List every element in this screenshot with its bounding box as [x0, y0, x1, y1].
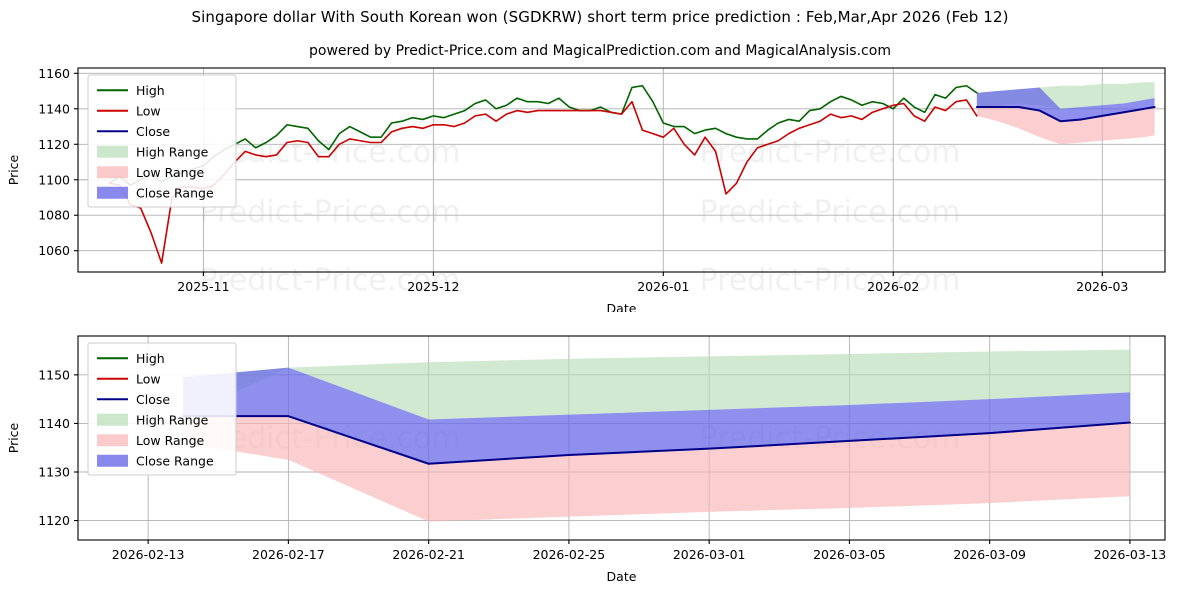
y-tick-label: 1060 [38, 243, 70, 258]
y-axis-label: Price [6, 422, 21, 453]
watermark-text: Predict-Price.com [700, 195, 961, 230]
y-tick-label: 1080 [38, 208, 70, 223]
x-tick-label: 2026-03-09 [953, 547, 1026, 562]
y-tick-label: 1100 [38, 172, 70, 187]
forecast-detail-chart-panel: Predict-Price.comPredict-Price.com112011… [0, 328, 1200, 590]
band-close-range [183, 367, 1130, 464]
legend-swatch-low-range [97, 166, 128, 179]
y-tick-label: 1140 [38, 101, 70, 116]
legend-label: High Range [136, 412, 209, 427]
y-tick-label: 1120 [38, 513, 70, 528]
x-tick-label: 2026-03-13 [1094, 547, 1167, 562]
forecast-detail-chart-svg: Predict-Price.comPredict-Price.com112011… [6, 335, 1167, 584]
legend-swatch-close-range [97, 186, 128, 199]
plot-frame [77, 67, 1166, 273]
legend-label: Low Range [136, 165, 205, 180]
band-high-range [183, 349, 1130, 420]
x-axis-label: Date [607, 569, 637, 584]
legend-label: Close Range [136, 185, 214, 200]
x-tick-label: 2026-02-21 [392, 547, 465, 562]
band-low-range [976, 107, 1155, 145]
x-tick-label: 2026-02-13 [112, 547, 185, 562]
overview-chart-svg: Predict-Price.com Predict-Price.com Predic… [6, 66, 1166, 312]
y-tick-label: 1150 [38, 367, 70, 382]
band-close-range [976, 87, 1155, 122]
watermark-text: Predict-Price.com [200, 263, 461, 298]
legend-label: Low [136, 371, 161, 386]
plot-frame [77, 335, 1166, 541]
x-tick-label: 2025-11 [177, 279, 229, 294]
legend-label: Close [136, 124, 170, 139]
x-tick-label: 2026-02-25 [533, 547, 606, 562]
watermark-text: Predict-Price.com [700, 135, 961, 170]
y-tick-label: 1160 [38, 66, 70, 81]
y-tick-label: 1120 [38, 137, 70, 152]
x-tick-label: 2025-12 [407, 279, 459, 294]
x-tick-label: 2026-01 [637, 279, 689, 294]
overview-chart-panel: Predict-Price.com Predict-Price.com Predic… [0, 62, 1200, 312]
x-tick-label: 2026-03-05 [813, 547, 886, 562]
series-line-close [182, 415, 1131, 465]
legend-label: High Range [136, 144, 209, 159]
legend-label: Close Range [136, 453, 214, 468]
legend-label: High [136, 351, 165, 366]
chart-legend: High Low Close High Range Low Range Close Ran… [87, 342, 237, 476]
x-tick-label: 2026-02-17 [252, 547, 325, 562]
legend-swatch-high-range [97, 413, 128, 426]
watermark-text: Predict-Price.com [200, 195, 461, 230]
x-axis-label: Date [607, 301, 637, 312]
page-subtitle: powered by Predict-Price.com and Magical… [309, 43, 891, 59]
x-tick-label: 2026-03 [1076, 279, 1128, 294]
y-tick-label: 1140 [38, 416, 70, 431]
legend-label: Low [136, 103, 161, 118]
watermark-text: Predict-Price.com [700, 263, 961, 298]
legend-label: Low Range [136, 433, 205, 448]
legend-swatch-high-range [97, 145, 128, 158]
watermark-text: Predict-Price.com [200, 135, 461, 170]
page-title: Singapore dollar With South Korean won (… [191, 8, 1009, 26]
band-low-range [183, 416, 1130, 522]
y-tick-label: 1130 [38, 465, 70, 480]
y-axis-label: Price [6, 154, 21, 185]
legend-label: Close [136, 392, 170, 407]
series-line-high [108, 84, 978, 186]
series-line-low [108, 99, 978, 264]
x-tick-label: 2026-02 [867, 279, 919, 294]
chart-legend: High Low Close High Range Low Range Close Ran… [87, 74, 237, 208]
legend-swatch-low-range [97, 434, 128, 447]
legend-swatch-close-range [97, 454, 128, 467]
legend-label: High [136, 83, 165, 98]
x-tick-label: 2026-03-01 [673, 547, 746, 562]
series-line-close [975, 106, 1156, 123]
